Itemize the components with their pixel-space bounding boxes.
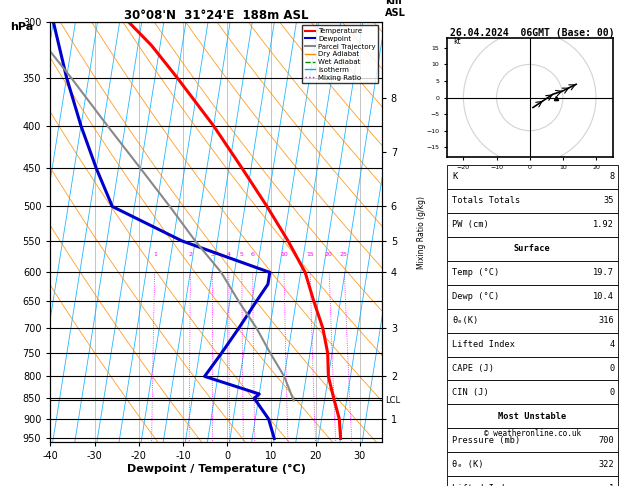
Text: 26.04.2024  06GMT (Base: 00): 26.04.2024 06GMT (Base: 00) bbox=[450, 28, 615, 38]
Bar bbox=[447, 213, 618, 237]
Text: K: K bbox=[452, 172, 457, 181]
X-axis label: Dewpoint / Temperature (°C): Dewpoint / Temperature (°C) bbox=[126, 464, 306, 474]
Text: km
ASL: km ASL bbox=[385, 0, 406, 17]
Text: Lifted Index: Lifted Index bbox=[452, 340, 515, 349]
Text: 10: 10 bbox=[280, 252, 287, 257]
Text: 5: 5 bbox=[240, 252, 243, 257]
Title: 30°08'N  31°24'E  188m ASL: 30°08'N 31°24'E 188m ASL bbox=[124, 9, 308, 22]
Text: 6: 6 bbox=[250, 252, 255, 257]
Text: Pressure (mb): Pressure (mb) bbox=[452, 436, 520, 445]
Text: 0: 0 bbox=[609, 388, 615, 397]
Text: 20: 20 bbox=[325, 252, 333, 257]
Text: LCL: LCL bbox=[385, 396, 400, 405]
Text: θₑ (K): θₑ (K) bbox=[452, 460, 484, 469]
Bar bbox=[447, 332, 618, 357]
Text: 1: 1 bbox=[609, 484, 615, 486]
Text: kt: kt bbox=[454, 37, 461, 47]
Text: 10.4: 10.4 bbox=[593, 292, 615, 301]
Text: 322: 322 bbox=[599, 460, 615, 469]
Text: 1.92: 1.92 bbox=[593, 220, 615, 229]
Text: Dewp (°C): Dewp (°C) bbox=[452, 292, 499, 301]
Text: 0: 0 bbox=[609, 364, 615, 373]
Text: 3: 3 bbox=[211, 252, 214, 257]
Text: CAPE (J): CAPE (J) bbox=[452, 364, 494, 373]
Bar bbox=[447, 357, 618, 381]
Text: 35: 35 bbox=[604, 196, 615, 205]
Text: CIN (J): CIN (J) bbox=[452, 388, 489, 397]
Text: 316: 316 bbox=[599, 316, 615, 325]
Bar bbox=[447, 404, 618, 428]
Text: 4: 4 bbox=[609, 340, 615, 349]
Text: Surface: Surface bbox=[514, 244, 551, 253]
Text: 700: 700 bbox=[599, 436, 615, 445]
Bar bbox=[447, 165, 618, 189]
Text: 25: 25 bbox=[340, 252, 348, 257]
Text: Most Unstable: Most Unstable bbox=[498, 412, 567, 421]
Bar bbox=[447, 428, 618, 452]
Text: Lifted Index: Lifted Index bbox=[452, 484, 515, 486]
Bar bbox=[447, 189, 618, 213]
Text: 15: 15 bbox=[306, 252, 314, 257]
Text: Mixing Ratio (g/kg): Mixing Ratio (g/kg) bbox=[417, 195, 426, 269]
Text: Totals Totals: Totals Totals bbox=[452, 196, 520, 205]
Bar bbox=[447, 260, 618, 285]
Legend: Temperature, Dewpoint, Parcel Trajectory, Dry Adiabat, Wet Adiabat, Isotherm, Mi: Temperature, Dewpoint, Parcel Trajectory… bbox=[302, 25, 379, 83]
Text: 8: 8 bbox=[609, 172, 615, 181]
Text: © weatheronline.co.uk: © weatheronline.co.uk bbox=[484, 429, 581, 438]
Text: 1: 1 bbox=[153, 252, 157, 257]
Bar bbox=[447, 476, 618, 486]
Bar bbox=[447, 452, 618, 476]
Text: 2: 2 bbox=[189, 252, 192, 257]
Text: 19.7: 19.7 bbox=[593, 268, 615, 277]
Text: Temp (°C): Temp (°C) bbox=[452, 268, 499, 277]
Text: hPa: hPa bbox=[11, 22, 34, 32]
Bar bbox=[447, 309, 618, 332]
Bar bbox=[447, 381, 618, 404]
Bar bbox=[447, 237, 618, 260]
Bar bbox=[447, 285, 618, 309]
Text: 4: 4 bbox=[227, 252, 231, 257]
Text: PW (cm): PW (cm) bbox=[452, 220, 489, 229]
Text: θₑ(K): θₑ(K) bbox=[452, 316, 478, 325]
